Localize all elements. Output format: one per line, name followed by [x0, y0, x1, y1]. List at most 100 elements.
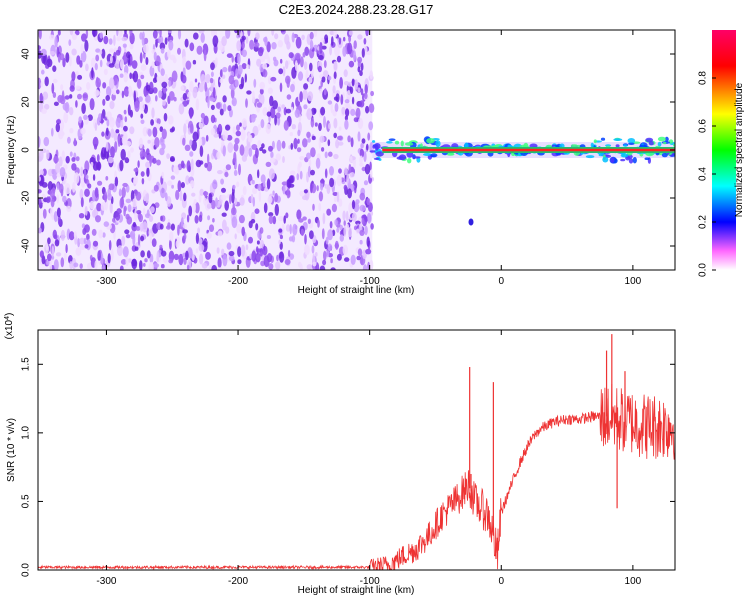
noise-blob: [237, 246, 242, 258]
noise-blob: [351, 212, 357, 222]
noise-blob: [150, 206, 155, 214]
noise-blob: [248, 236, 253, 244]
noise-blob: [311, 245, 315, 254]
noise-blob: [354, 185, 357, 194]
noise-blob: [272, 56, 277, 62]
noise-blob: [222, 219, 227, 231]
noise-blob: [141, 35, 145, 46]
noise-blob: [92, 240, 99, 247]
noise-blob: [43, 136, 50, 147]
noise-blob: [163, 255, 168, 264]
noise-blob: [329, 30, 335, 36]
noise-blob: [205, 73, 211, 84]
noise-blob: [79, 173, 85, 181]
noise-blob: [333, 196, 338, 203]
noise-blob: [196, 45, 203, 55]
noise-blob: [143, 151, 147, 158]
noise-blob: [130, 230, 136, 240]
noise-blob: [79, 237, 85, 245]
noise-blob: [199, 122, 204, 129]
noise-blob: [370, 90, 374, 97]
noise-blob: [53, 156, 59, 164]
noise-blob: [229, 194, 232, 205]
noise-blob: [369, 259, 374, 270]
noise-blob: [262, 69, 268, 78]
noise-blob: [95, 54, 100, 62]
noise-blob: [309, 230, 314, 240]
signal-blob: [615, 144, 620, 148]
noise-blob: [306, 131, 311, 139]
noise-blob: [152, 126, 158, 138]
noise-blob: [170, 223, 175, 231]
noise-blob: [185, 90, 188, 95]
noise-blob: [61, 150, 65, 162]
noise-blob: [78, 213, 85, 219]
noise-blob: [98, 229, 103, 239]
noise-blob: [257, 124, 261, 131]
noise-blob: [279, 251, 285, 263]
noise-blob: [152, 157, 157, 164]
noise-blob: [213, 87, 216, 99]
noise-blob: [159, 244, 163, 249]
noise-blob: [163, 112, 168, 122]
noise-blob: [185, 250, 189, 261]
noise-blob: [318, 191, 323, 202]
noise-blob: [336, 174, 342, 187]
y-tick-label: 0: [21, 147, 32, 153]
noise-blob: [364, 163, 371, 175]
noise-blob: [192, 87, 198, 99]
noise-blob: [160, 187, 166, 199]
noise-blob: [192, 59, 197, 65]
noise-blob: [125, 213, 130, 220]
noise-blob: [339, 234, 344, 242]
noise-blob: [339, 230, 344, 236]
noise-blob: [190, 165, 195, 177]
noise-blob: [125, 256, 129, 267]
noise-blob: [301, 34, 305, 41]
noise-blob: [110, 146, 115, 159]
snr-series-line: [38, 383, 675, 570]
noise-blob: [52, 65, 57, 72]
noise-blob: [256, 58, 262, 67]
noise-blob: [311, 68, 314, 79]
x-tick-label: -200: [228, 276, 248, 287]
noise-blob: [310, 169, 315, 176]
noise-blob: [113, 132, 118, 142]
noise-blob: [38, 227, 42, 234]
noise-blob: [320, 179, 325, 184]
noise-blob: [168, 39, 174, 51]
noise-blob: [215, 197, 218, 207]
noise-blob: [51, 245, 55, 257]
noise-blob: [141, 178, 145, 185]
noise-blob: [333, 71, 337, 79]
noise-blob: [281, 223, 285, 234]
noise-blob: [103, 68, 108, 76]
noise-blob: [137, 160, 140, 168]
noise-blob: [94, 90, 101, 96]
noise-blob: [232, 126, 236, 134]
noise-blob: [57, 53, 61, 63]
noise-blob: [263, 202, 268, 214]
noise-blob: [63, 111, 69, 124]
signal-blob: [388, 138, 396, 141]
noise-blob: [110, 128, 115, 139]
noise-blob: [115, 117, 122, 128]
noise-blob: [338, 37, 342, 45]
noise-blob: [360, 62, 364, 71]
noise-blob: [271, 42, 277, 50]
noise-blob: [96, 154, 100, 163]
noise-blob: [40, 81, 43, 88]
noise-blob: [355, 199, 360, 205]
noise-blob: [161, 171, 165, 179]
noise-blob: [94, 260, 98, 270]
noise-blob: [132, 198, 138, 208]
noise-blob: [80, 43, 84, 54]
noise-blob: [326, 184, 331, 195]
noise-blob: [205, 134, 209, 142]
noise-blob: [186, 92, 191, 98]
noise-blob: [116, 36, 121, 42]
signal-blob: [369, 150, 376, 153]
noise-blob: [80, 127, 86, 135]
noise-blob: [312, 203, 315, 211]
noise-blob: [334, 219, 338, 226]
